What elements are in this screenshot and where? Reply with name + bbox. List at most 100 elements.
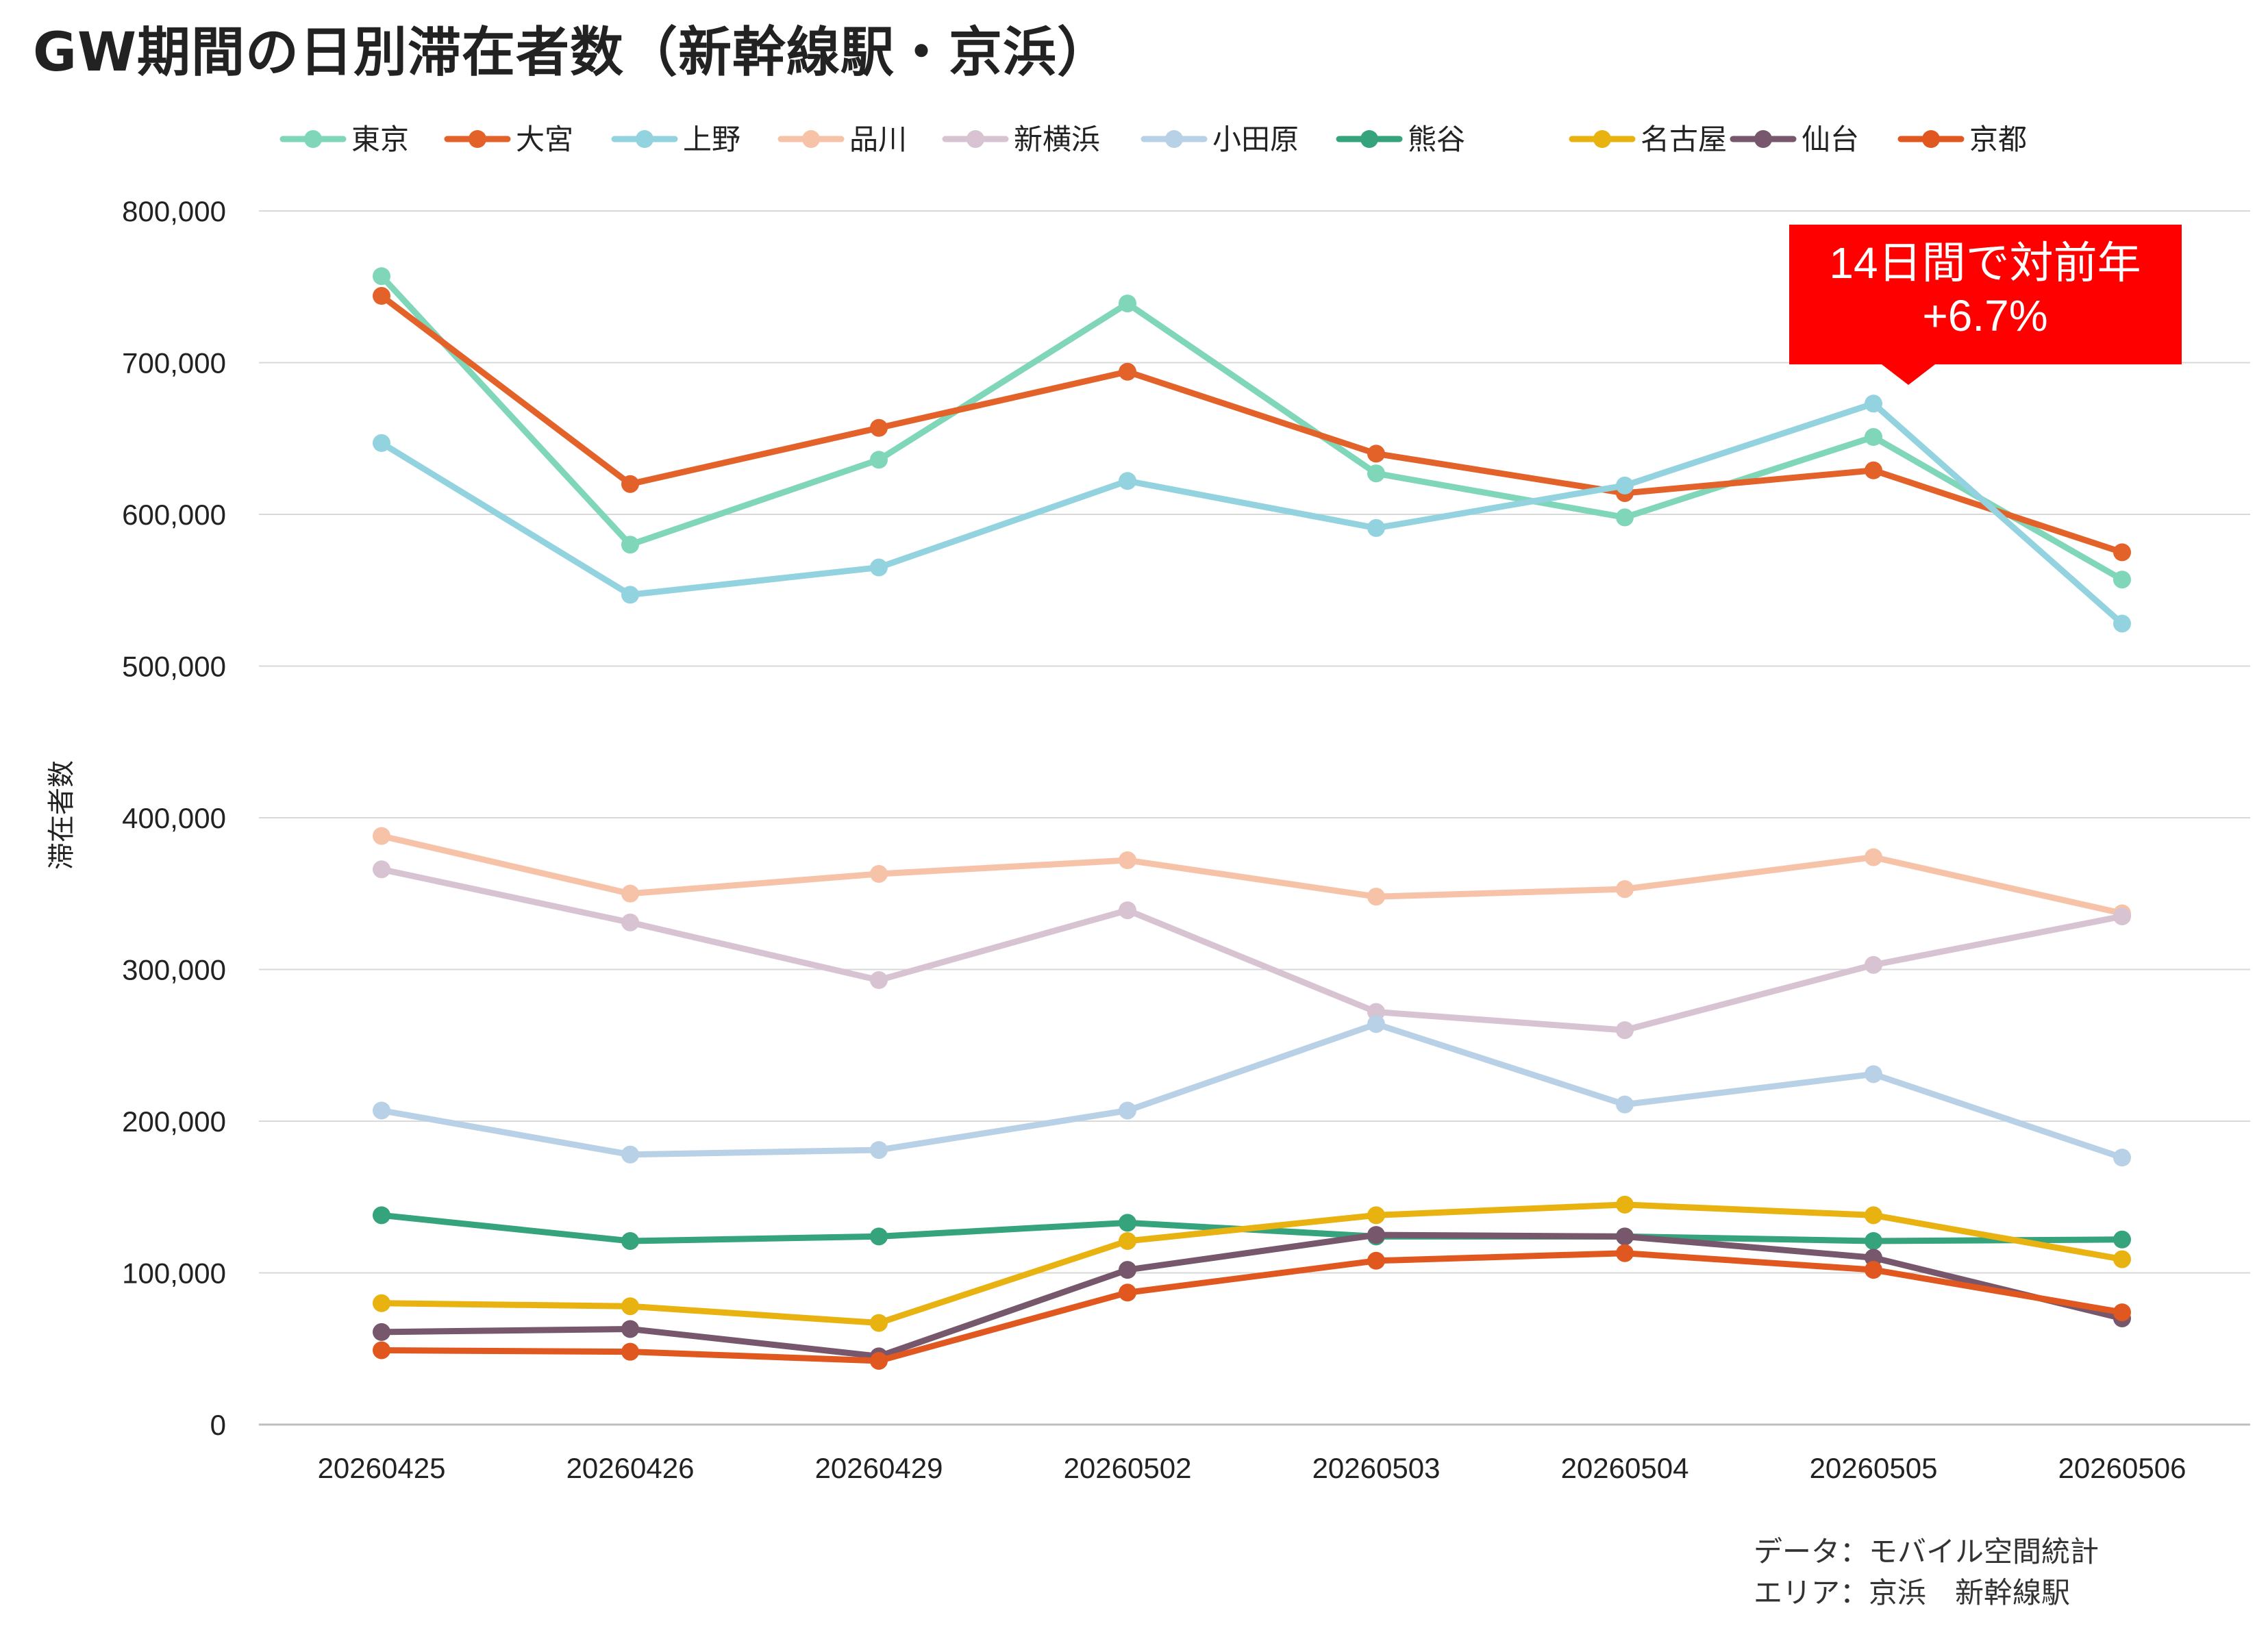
source-notes: データ：モバイル空間統計 エリア：京浜 新幹線駅 xyxy=(1754,1535,2099,1609)
x-tick-label: 20260426 xyxy=(566,1452,695,1484)
x-tick-label: 20260506 xyxy=(2058,1452,2186,1484)
data-point xyxy=(1119,1214,1136,1232)
y-tick-label: 200,000 xyxy=(122,1105,226,1138)
legend-swatch-marker xyxy=(967,130,984,148)
data-point xyxy=(870,1141,888,1160)
data-point xyxy=(1865,1206,1882,1225)
data-point xyxy=(1367,1206,1385,1225)
series-line xyxy=(378,833,2126,917)
data-point xyxy=(373,1323,390,1341)
data-point xyxy=(1367,1251,1385,1270)
gridlines xyxy=(259,210,2250,1426)
data-point xyxy=(621,1145,639,1164)
data-point xyxy=(1367,1226,1385,1244)
series-line xyxy=(378,1250,2126,1364)
y-tick-label: 600,000 xyxy=(122,499,226,531)
legend-item: 京都 xyxy=(1897,123,2027,156)
data-point xyxy=(2113,907,2131,925)
data-point xyxy=(1367,444,1385,463)
data-point xyxy=(870,558,888,577)
legend-swatch-marker xyxy=(469,130,486,148)
data-point xyxy=(373,1206,390,1225)
series-line xyxy=(378,400,2126,627)
data-point xyxy=(2113,1303,2131,1322)
legend-item: 熊谷 xyxy=(1336,123,1465,156)
area-note: エリア：京浜 新幹線駅 xyxy=(1754,1576,2070,1609)
data-point xyxy=(2113,571,2131,589)
x-tick-label: 20260425 xyxy=(318,1452,446,1484)
data-point xyxy=(373,860,390,879)
data-point xyxy=(1865,461,1882,479)
series-line xyxy=(378,1020,2126,1161)
legend-label: 品川 xyxy=(849,123,907,156)
data-point xyxy=(1865,1261,1882,1279)
legend-label: 名古屋 xyxy=(1641,123,1727,156)
data-point xyxy=(1865,955,1882,974)
legend-item: 新横浜 xyxy=(942,123,1100,156)
series-line xyxy=(378,866,2126,1034)
source-note: データ：モバイル空間統計 xyxy=(1754,1535,2099,1568)
data-point xyxy=(621,884,639,903)
legend-swatch-marker xyxy=(1754,130,1772,148)
data-point xyxy=(1119,472,1136,490)
legend-label: 上野 xyxy=(683,123,740,156)
data-point xyxy=(1119,1231,1136,1250)
data-point xyxy=(870,971,888,990)
x-axis-ticks: 20260425 20260426 20260429 20260502 20260503… xyxy=(318,1452,2186,1484)
data-point xyxy=(621,475,639,493)
callout-text-line1: 14日間で対前年 xyxy=(1829,238,2141,288)
data-point xyxy=(1865,394,1882,413)
y-tick-label: 300,000 xyxy=(122,954,226,986)
series-line xyxy=(378,1201,2126,1327)
series-大宮 xyxy=(373,287,2131,562)
legend-item: 品川 xyxy=(777,123,907,156)
x-tick-label: 20260502 xyxy=(1064,1452,1192,1484)
data-point xyxy=(2113,1149,2131,1167)
series-品川 xyxy=(373,827,2131,923)
series-line xyxy=(378,273,2126,583)
y-tick-label: 700,000 xyxy=(122,347,226,379)
legend-label: 京都 xyxy=(1969,123,2027,156)
y-axis-label: 滞在者数 xyxy=(46,760,77,870)
x-tick-label: 20260504 xyxy=(1561,1452,1689,1484)
annotation-callout: 14日間で対前年 +6.7% xyxy=(1789,225,2182,385)
data-point xyxy=(1119,1101,1136,1120)
data-point xyxy=(1616,508,1634,527)
series-line xyxy=(378,292,2126,555)
series-仙台 xyxy=(373,1226,2131,1366)
series-line xyxy=(378,1231,2126,1360)
legend-label: 新横浜 xyxy=(1014,123,1100,156)
legend-item: 仙台 xyxy=(1730,123,1859,156)
legend-label: 小田原 xyxy=(1212,123,1299,156)
x-tick-label: 20260503 xyxy=(1312,1452,1441,1484)
data-point xyxy=(373,1101,390,1120)
y-tick-label: 500,000 xyxy=(122,651,226,683)
series-京都 xyxy=(373,1244,2131,1370)
data-point xyxy=(1616,476,1634,494)
data-point xyxy=(621,1297,639,1316)
data-point xyxy=(1616,1244,1634,1262)
series-小田原 xyxy=(373,1015,2131,1167)
data-point xyxy=(373,827,390,845)
data-point xyxy=(1119,1261,1136,1279)
data-point xyxy=(870,418,888,437)
series-名古屋 xyxy=(373,1195,2131,1332)
legend-item: 小田原 xyxy=(1141,123,1299,156)
data-point xyxy=(1616,1227,1634,1246)
legend-item: 上野 xyxy=(611,123,740,156)
y-tick-label: 800,000 xyxy=(122,195,226,227)
data-point xyxy=(621,1231,639,1250)
legend-swatch-marker xyxy=(304,130,322,148)
series-東京 xyxy=(373,267,2131,589)
data-point xyxy=(870,1351,888,1370)
data-point xyxy=(373,1341,390,1360)
legend-swatch-marker xyxy=(1360,130,1378,148)
legend-swatch-marker xyxy=(636,130,653,148)
chart-title: GW期間の日別滞在者数（新幹線駅・京浜） xyxy=(33,22,1112,84)
legend-item: 大宮 xyxy=(444,123,573,156)
data-point xyxy=(870,451,888,469)
data-point xyxy=(870,1314,888,1332)
data-point xyxy=(621,913,639,931)
data-point xyxy=(1865,428,1882,447)
data-point xyxy=(2113,1230,2131,1249)
